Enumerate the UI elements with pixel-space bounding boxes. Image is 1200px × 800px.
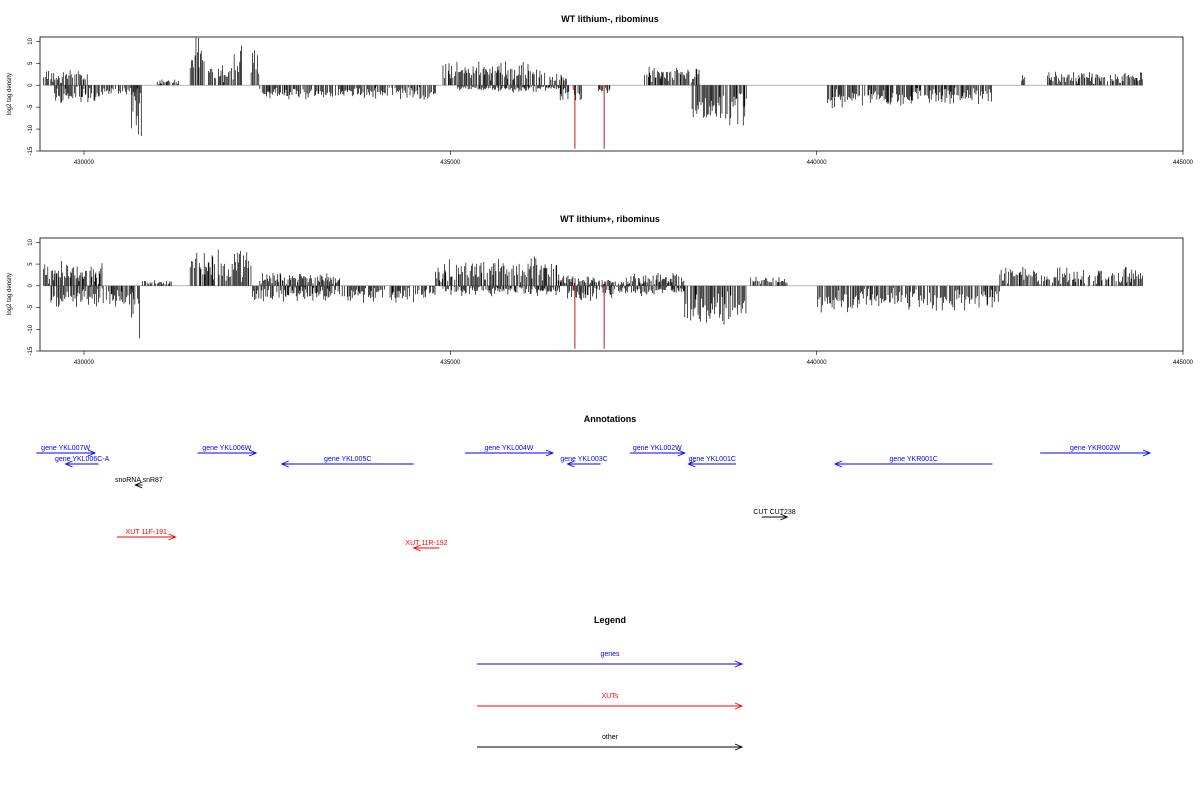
annotation-label: gene YKL006W <box>202 445 251 452</box>
arrow-head <box>734 743 744 751</box>
annotation-label: gene YKR002W <box>1070 445 1120 452</box>
panel-title: WT lithium+, ribominus <box>560 214 660 224</box>
arrow-head <box>566 460 575 468</box>
y-tick-label: 0 <box>28 83 34 87</box>
arrow-head <box>780 513 789 521</box>
y-tick-label: -5 <box>28 104 34 110</box>
y-axis-label: log2 tag density <box>7 273 13 315</box>
y-tick-label: 5 <box>28 262 34 266</box>
legend-entry-gene: genes <box>477 651 744 668</box>
annotation-gene: gene YKL007W <box>36 445 97 457</box>
arrow-head <box>64 460 73 468</box>
annotation-label: gene YKL005C <box>324 456 371 463</box>
annotation-label: CUT CUT238 <box>753 509 795 516</box>
legend-label: other <box>602 734 619 741</box>
annotation-label: gene YKR001C <box>889 456 938 463</box>
legend-label: genes <box>600 651 620 658</box>
plot-frame <box>39 237 1184 352</box>
annotation-label: gene YKL002W <box>633 445 682 452</box>
arrow-head <box>412 544 421 552</box>
legend-title: Legend <box>594 615 626 625</box>
annotation-gene: gene YKL001C <box>687 456 737 468</box>
x-tick-label: 435000 <box>440 160 461 166</box>
arrow-head <box>1142 449 1152 457</box>
axes: 10 5 0 -5 -10 -15 430000 435000 440000 445000 <box>28 238 1194 366</box>
arrow-head <box>134 481 143 489</box>
annotation-label: gene YKL004W <box>484 445 533 452</box>
annotation-gene: gene YKL006W <box>197 445 258 457</box>
bar-marks <box>43 249 1143 349</box>
annotation-label: gene YKL007W <box>41 445 90 452</box>
x-tick-label: 445000 <box>1173 160 1194 166</box>
annotations-panel: Annotations gene YKL007W gene YKL006C-A ge… <box>36 414 1152 552</box>
annotation-gene: gene YKL002W <box>629 445 686 457</box>
bar-marks <box>43 37 1143 149</box>
annotation-gene: gene YKL006C-A <box>55 456 110 468</box>
x-tick-label: 435000 <box>440 360 461 366</box>
arrow-head <box>248 449 258 457</box>
y-tick-label: -15 <box>28 146 34 155</box>
annotation-label: XUT 11R-192 <box>405 540 447 547</box>
annotation-label: snoRNA snR87 <box>115 477 163 484</box>
arrow-head <box>734 660 744 668</box>
y-tick-label: 5 <box>28 61 34 65</box>
x-tick-label: 430000 <box>74 360 95 366</box>
x-tick-label: 445000 <box>1173 360 1194 366</box>
panel-title: WT lithium-, ribominus <box>561 14 659 24</box>
legend-entry-xut: XUTs <box>477 693 744 710</box>
legend: Legend genes XUTs other <box>477 615 744 751</box>
annotation-other: CUT CUT238 <box>753 509 796 521</box>
y-axis-label: log2 tag density <box>7 73 13 115</box>
x-tick-label: 440000 <box>807 160 828 166</box>
annotation-xut: XUT 11R-192 <box>405 540 448 552</box>
y-tick-label: -10 <box>28 124 34 133</box>
annotation-gene: gene YKL005C <box>280 456 414 468</box>
x-tick-label: 430000 <box>74 160 95 166</box>
plot-frame <box>39 36 1184 152</box>
annotation-label: gene YKL001C <box>689 456 736 463</box>
arrow-head <box>87 449 97 457</box>
arrow-head <box>734 702 744 710</box>
annotation-gene: gene YKL004W <box>464 445 555 457</box>
annotation-label: gene YKL006C-A <box>55 456 110 463</box>
y-tick-label: -5 <box>28 304 34 310</box>
arrow-head <box>280 460 289 468</box>
panel-lithium-plus: WT lithium+, ribominus log2 tag density … <box>7 214 1194 366</box>
panel-lithium-minus: WT lithium-, ribominus log2 tag density … <box>7 14 1194 166</box>
annotation-gene: gene YKL003C <box>560 456 608 468</box>
y-tick-label: 0 <box>28 283 34 287</box>
arrow-head <box>687 460 696 468</box>
annotation-label: gene YKL003C <box>560 456 607 463</box>
y-tick-label: 10 <box>28 238 34 245</box>
annotations-title: Annotations <box>584 414 637 424</box>
annotation-label: XUT 11F-191 <box>126 529 167 536</box>
annotation-other: snoRNA snR87 <box>115 477 163 489</box>
annotation-xut: XUT 11F-191 <box>116 529 177 541</box>
arrow-head <box>677 449 686 457</box>
y-tick-label: 10 <box>28 37 34 44</box>
annotation-gene: gene YKR002W <box>1040 445 1152 457</box>
axes: 10 5 0 -5 -10 -15 430000 435000 440000 445000 <box>28 37 1194 166</box>
arrow-head <box>168 533 177 541</box>
x-tick-label: 440000 <box>807 360 828 366</box>
legend-entry-other: other <box>477 734 744 751</box>
legend-label: XUTs <box>602 693 619 700</box>
arrow-head <box>833 460 843 468</box>
y-tick-label: -15 <box>28 346 34 355</box>
arrow-head <box>545 449 555 457</box>
y-tick-label: -10 <box>28 324 34 333</box>
annotation-gene: gene YKR001C <box>833 456 993 468</box>
